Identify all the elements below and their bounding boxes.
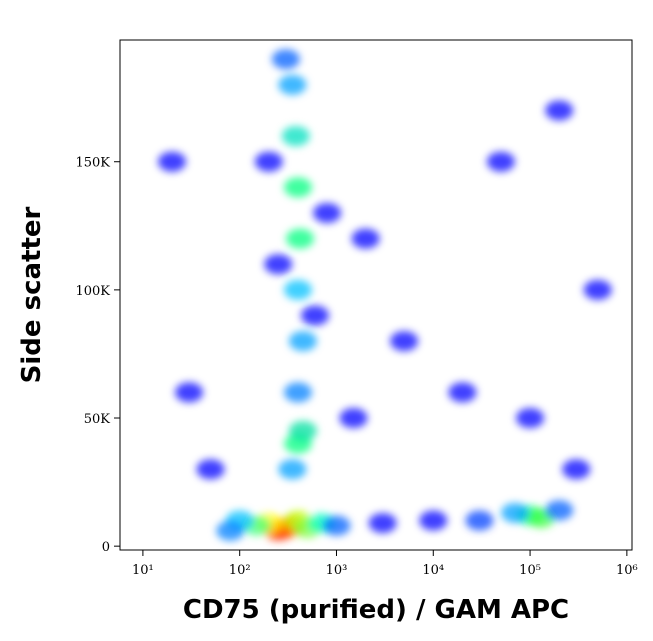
density-point bbox=[288, 331, 317, 352]
x-tick-label: 10⁴ bbox=[422, 563, 444, 578]
density-point bbox=[286, 228, 315, 249]
density-point bbox=[283, 279, 312, 300]
x-tick-label: 10² bbox=[229, 563, 251, 578]
y-tick-label: 50K bbox=[84, 412, 111, 427]
x-axis-title: CD75 (purified) / GAM APC bbox=[183, 595, 569, 625]
y-tick-label: 100K bbox=[75, 284, 110, 299]
x-tick-label: 10³ bbox=[326, 563, 348, 578]
density-point bbox=[339, 408, 368, 429]
density-point bbox=[158, 151, 187, 172]
density-point bbox=[278, 74, 307, 95]
density-point bbox=[501, 502, 530, 523]
density-point bbox=[281, 126, 310, 147]
density-layer bbox=[158, 49, 612, 541]
density-point bbox=[175, 382, 204, 403]
density-point bbox=[278, 459, 307, 480]
density-point bbox=[264, 254, 293, 275]
y-tick-label: 150K bbox=[75, 156, 110, 171]
density-point bbox=[583, 279, 612, 300]
x-tick-label: 10⁵ bbox=[519, 563, 541, 578]
density-point bbox=[419, 510, 448, 531]
density-point bbox=[283, 177, 312, 198]
density-point bbox=[216, 520, 245, 541]
x-tick-label: 10⁶ bbox=[616, 563, 638, 578]
density-point bbox=[545, 100, 574, 121]
density-point bbox=[301, 305, 330, 326]
density-point bbox=[254, 151, 283, 172]
density-point bbox=[283, 382, 312, 403]
density-point bbox=[196, 459, 225, 480]
density-point bbox=[448, 382, 477, 403]
y-axis-title: Side scatter bbox=[17, 206, 47, 383]
density-point bbox=[313, 202, 342, 223]
density-point bbox=[288, 420, 317, 441]
density-point bbox=[368, 513, 397, 534]
density-point bbox=[322, 515, 351, 536]
y-tick-label: 0 bbox=[102, 540, 110, 555]
density-point bbox=[390, 331, 419, 352]
density-point bbox=[562, 459, 591, 480]
x-tick-label: 10¹ bbox=[132, 563, 154, 578]
density-point bbox=[486, 151, 515, 172]
density-point bbox=[545, 500, 574, 521]
density-point bbox=[465, 510, 494, 531]
density-point bbox=[351, 228, 380, 249]
density-point bbox=[516, 408, 545, 429]
density-point bbox=[271, 49, 300, 70]
